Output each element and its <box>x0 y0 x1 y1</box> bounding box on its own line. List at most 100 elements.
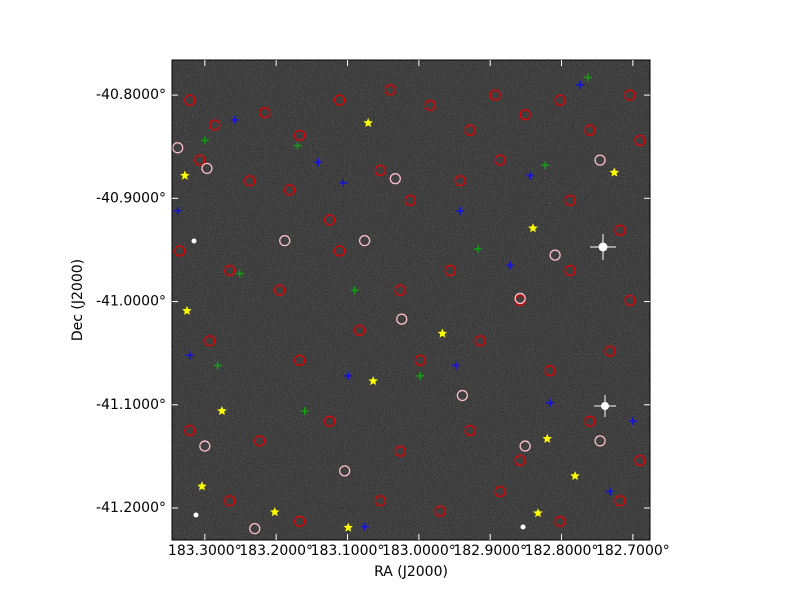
circle-marker <box>384 84 396 96</box>
cross-marker <box>173 206 182 215</box>
cross-marker <box>360 522 369 531</box>
circle-marker <box>514 292 526 305</box>
cross-marker <box>339 178 348 187</box>
x-tick-label: 182.9000° <box>453 543 527 559</box>
circle-marker <box>224 264 236 277</box>
circle-marker <box>204 335 216 347</box>
x-tick-label: 183.1000° <box>311 543 385 559</box>
bright-stars <box>191 234 616 530</box>
circle-marker <box>174 245 186 257</box>
circle-marker <box>294 515 306 528</box>
x-axis-label: RA (J2000) <box>374 564 448 580</box>
circle-marker <box>594 435 606 447</box>
cross-marker <box>576 80 585 89</box>
circle-marker <box>184 94 196 106</box>
circle-marker <box>199 440 211 452</box>
circle-marker <box>396 313 408 325</box>
cross-marker <box>506 261 515 270</box>
y-axis-label: Dec (J2000) <box>70 259 86 341</box>
star-marker <box>197 481 207 491</box>
circle-marker <box>614 224 626 236</box>
circle-marker <box>554 94 566 106</box>
x-tick-label: 183.2000° <box>239 543 313 559</box>
star-marker <box>368 376 378 386</box>
y-tick-label: -41.1000° <box>96 397 166 413</box>
circle-marker <box>339 465 351 477</box>
cross-marker <box>213 361 222 370</box>
y-tick-label: -41.2000° <box>96 500 166 516</box>
cross-marker <box>546 398 555 407</box>
circle-marker <box>454 175 466 187</box>
cross-marker <box>200 136 209 145</box>
circle-marker <box>254 435 266 447</box>
circle-marker <box>414 354 426 367</box>
plot-frame <box>171 59 651 541</box>
cross-marker <box>350 286 359 295</box>
circle-marker <box>624 89 636 101</box>
circle-marker <box>374 495 386 507</box>
cross-marker <box>300 406 309 415</box>
circle-marker <box>201 162 213 175</box>
circle-marker <box>353 324 366 337</box>
circle-marker <box>424 99 436 112</box>
circle-marker <box>279 234 291 247</box>
circle-marker <box>284 184 296 196</box>
cross-marker <box>526 171 535 180</box>
circle-marker <box>394 284 406 296</box>
circle-marker <box>634 454 646 467</box>
star-marker <box>528 223 538 233</box>
circle-marker <box>324 415 336 427</box>
circle-marker <box>259 106 271 119</box>
cross-marker <box>344 371 353 380</box>
x-tick-label: 182.7000° <box>596 543 670 559</box>
star-marker <box>182 305 192 315</box>
circle-marker <box>519 109 531 121</box>
circle-marker <box>594 154 606 166</box>
circle-marker <box>549 249 561 261</box>
star-marker <box>533 508 543 518</box>
circle-marker <box>224 495 236 507</box>
star-marker <box>437 328 448 338</box>
circle-marker <box>614 495 626 507</box>
circle-marker <box>514 454 526 467</box>
star-marker <box>570 471 580 480</box>
circle-marker <box>464 424 476 437</box>
circle-marker <box>244 175 256 187</box>
circle-marker <box>634 134 646 147</box>
markers <box>172 73 646 535</box>
circle-marker <box>404 194 416 207</box>
star-marker <box>343 522 353 532</box>
y-tick-label: -40.9000° <box>96 190 166 206</box>
circle-marker <box>464 124 476 136</box>
star-marker <box>270 507 280 517</box>
cross-marker <box>230 115 239 124</box>
circle-marker <box>494 485 506 498</box>
circle-marker <box>394 445 406 457</box>
circle-marker <box>554 515 566 528</box>
cross-marker <box>235 269 244 278</box>
circle-marker <box>334 94 346 106</box>
star-marker <box>180 170 190 180</box>
star-marker <box>609 167 620 177</box>
cross-marker <box>474 244 483 253</box>
circle-marker <box>374 164 386 177</box>
circle-marker <box>584 124 596 136</box>
cross-marker <box>416 371 425 380</box>
circle-marker <box>544 365 556 377</box>
circle-marker <box>389 173 401 185</box>
circle-marker <box>172 142 184 154</box>
circle-marker <box>274 284 286 296</box>
star-marker <box>217 406 227 415</box>
circle-marker <box>434 505 446 517</box>
y-tick-label: -40.8000° <box>96 87 166 103</box>
circle-marker <box>474 335 486 347</box>
cross-marker <box>541 161 550 170</box>
cross-marker <box>606 487 615 496</box>
x-tick-label: 183.0000° <box>382 543 456 559</box>
circle-marker <box>489 89 501 101</box>
circle-marker <box>444 264 456 277</box>
cross-marker <box>628 417 637 426</box>
circle-marker <box>334 245 346 257</box>
cross-marker <box>451 361 460 370</box>
